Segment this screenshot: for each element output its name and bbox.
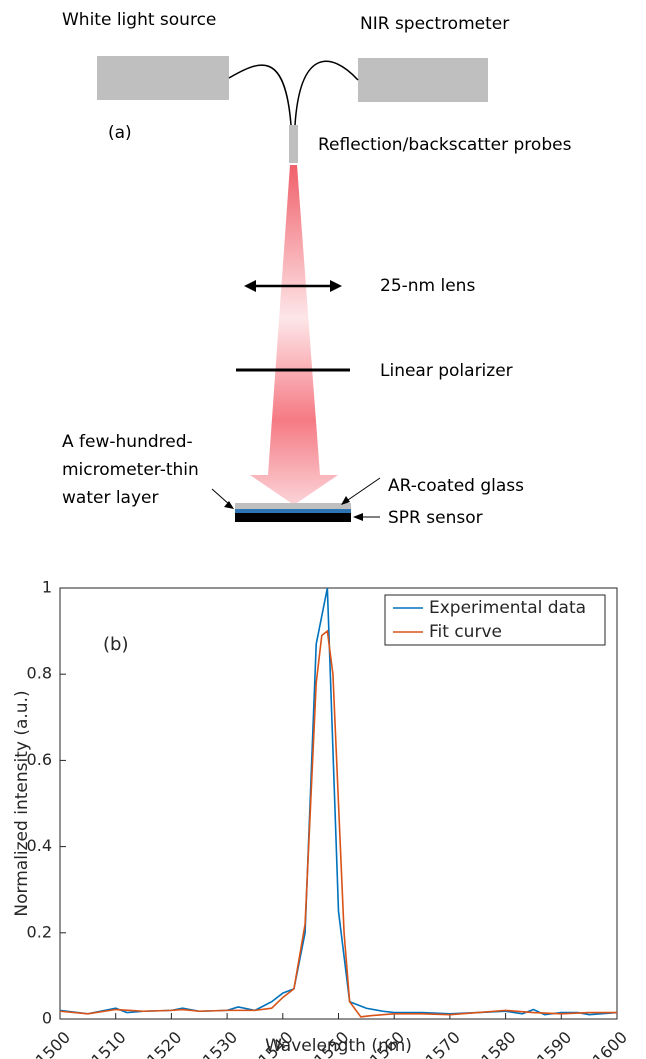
label: (a) (108, 123, 132, 143)
label: Linear polarizer (380, 361, 513, 381)
x-tick-label: 1500 (32, 1028, 74, 1059)
source-box (97, 56, 229, 100)
legend-label: Fit curve (429, 622, 502, 642)
y-tick-label: 1 (42, 578, 52, 597)
pointer-head (353, 513, 363, 521)
label: A few-hundred- (62, 432, 193, 452)
label: micrometer-thin (62, 460, 199, 480)
x-tick-label: 1530 (199, 1028, 241, 1059)
y-tick-label: 0.8 (27, 664, 52, 683)
legend-label: Experimental data (429, 598, 586, 618)
label: White light source (62, 10, 216, 30)
beam (250, 165, 338, 505)
annotation: (b) (103, 634, 128, 655)
fiber (294, 60, 359, 126)
water (235, 509, 351, 513)
glass (235, 503, 351, 509)
x-axis-label: Wavelength (nm) (265, 1036, 412, 1056)
x-tick-label: 1570 (422, 1028, 464, 1059)
label: Reflection/backscatter probes (318, 135, 572, 155)
y-tick-label: 0.2 (27, 922, 52, 941)
probe (289, 125, 298, 163)
label: water layer (62, 488, 159, 508)
sensor (235, 513, 351, 522)
y-tick-label: 0 (42, 1009, 52, 1028)
y-axis-label: Normalized intensity (a.u.) (12, 690, 32, 916)
pointer (344, 477, 381, 503)
fiber (228, 64, 292, 126)
x-tick-label: 1590 (533, 1028, 575, 1059)
x-tick-label: 1580 (477, 1028, 519, 1059)
lens-arrows (244, 280, 342, 292)
label: SPR sensor (388, 508, 483, 528)
x-tick-label: 1520 (143, 1028, 185, 1059)
y-tick-label: 0.4 (27, 836, 52, 855)
pointer (211, 488, 231, 506)
x-tick-label: 1600 (589, 1028, 631, 1059)
pointer-head (341, 496, 350, 505)
legend-box (384, 594, 606, 646)
pointer-head (224, 501, 234, 509)
x-tick-label: 1510 (87, 1028, 129, 1059)
data-line (59, 629, 617, 1018)
diagram: White light source NIR spectrometer (a) … (62, 10, 572, 528)
label: 25-nm lens (380, 276, 475, 296)
label: AR-coated glass (388, 476, 524, 496)
spectrometer-box (358, 58, 488, 102)
y-tick-label: 0.6 (27, 750, 52, 769)
label: NIR spectrometer (360, 14, 509, 34)
